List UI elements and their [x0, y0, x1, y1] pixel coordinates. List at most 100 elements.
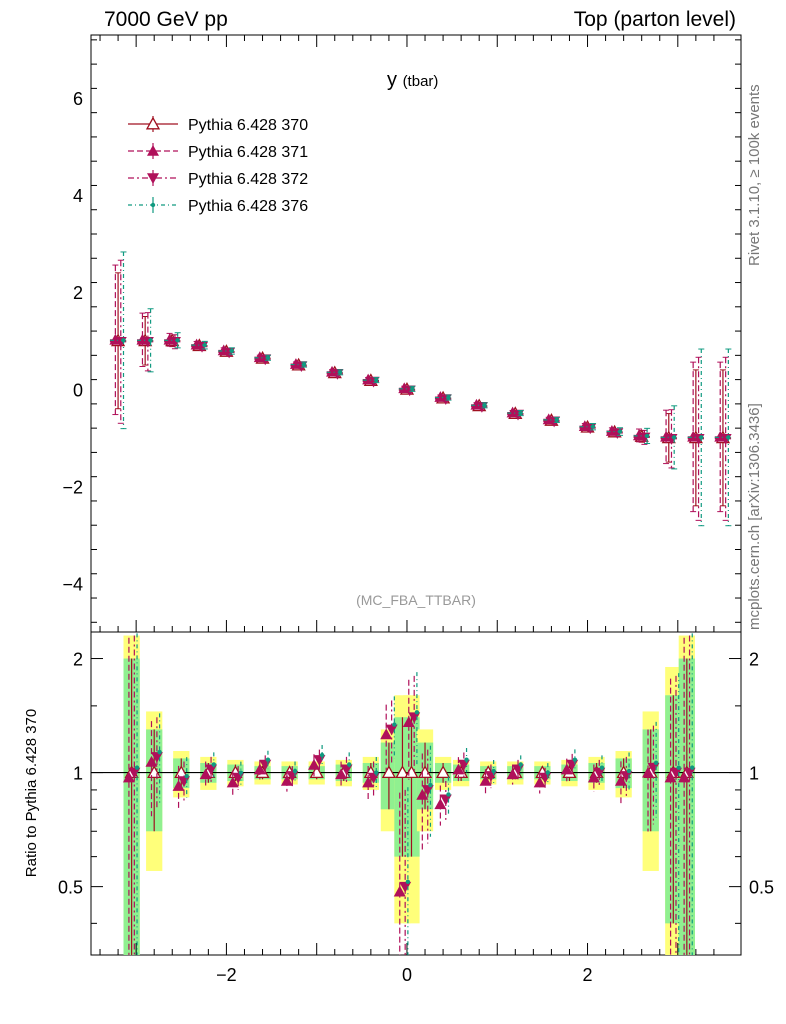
- ratio-point: [134, 765, 140, 770]
- ratio-y-tick-label: 1: [73, 764, 83, 784]
- x-tick-label: −2: [216, 965, 237, 985]
- ratio-point: [587, 771, 600, 783]
- ratio-point: [307, 758, 320, 770]
- ratio-point: [446, 792, 451, 797]
- main-y-tick-label: 6: [73, 89, 83, 109]
- main-point: [446, 395, 451, 400]
- ratio-point: [439, 794, 452, 806]
- ratio-point: [434, 798, 447, 810]
- ratio-point: [683, 767, 696, 779]
- ratio-y-tick-label: 0.5: [58, 878, 83, 898]
- ratio-point: [421, 785, 434, 796]
- main-point: [482, 403, 487, 408]
- main-point: [337, 370, 343, 375]
- ratio-point: [408, 712, 421, 724]
- ratio-point: [670, 767, 682, 779]
- legend-marker: [150, 202, 156, 208]
- main-point: [265, 355, 271, 360]
- ratio-point: [157, 749, 162, 755]
- ratio-point: [335, 768, 348, 780]
- ratio-point: [184, 773, 189, 779]
- ratio-point: [374, 770, 379, 775]
- header-right: Top (parton level): [573, 8, 736, 31]
- ratio-point: [416, 788, 429, 800]
- ratio-point: [676, 765, 681, 770]
- ratio-y-tick-label-right: 0.5: [749, 878, 774, 898]
- ratio-point: [405, 879, 411, 884]
- main-point: [410, 386, 415, 392]
- main-point: [617, 429, 623, 434]
- legend-marker: [147, 173, 159, 184]
- legend-label: Pythia 6.428 376: [188, 198, 308, 215]
- ratio-point: [653, 760, 659, 766]
- ratio-point: [642, 766, 655, 778]
- ratio-point: [479, 774, 492, 786]
- main-point: [699, 435, 704, 440]
- main-point: [590, 424, 596, 429]
- main-point: [374, 377, 379, 383]
- ratio-point: [393, 885, 406, 897]
- ratio-point: [399, 881, 412, 893]
- ratio-y-tick-label-right: 1: [749, 764, 759, 784]
- ratio-point: [614, 774, 627, 786]
- axis-ticks: −2 0 2 −4 −2 0 2 4 6 0.5 0.5 1 1 2 2: [58, 35, 774, 985]
- ratio-point: [362, 776, 375, 788]
- ratio-point: [150, 752, 163, 763]
- legend: Pythia 6.428 370 Pythia 6.428 371 Pythia 6…: [128, 116, 308, 215]
- ratio-point: [265, 757, 271, 762]
- ratio-point: [128, 767, 141, 779]
- main-marks: [109, 251, 732, 527]
- ratio-point: [518, 762, 523, 767]
- main-point: [121, 338, 126, 343]
- legend-marker: [145, 116, 161, 130]
- main-y-tick-label: −2: [62, 477, 83, 497]
- ratio-point: [238, 770, 244, 775]
- ratio-point: [690, 765, 695, 770]
- header-left: 7000 GeV pp: [104, 8, 228, 31]
- ratio-point: [599, 765, 605, 770]
- ratio-point: [435, 765, 451, 779]
- main-point: [554, 417, 560, 423]
- ratio-point: [678, 771, 691, 783]
- ratio-point: [464, 757, 469, 762]
- ratio-point: [172, 780, 185, 791]
- ratio-point: [428, 782, 433, 788]
- ratio-point: [620, 771, 633, 782]
- legend-label: Pythia 6.428 371: [188, 144, 308, 161]
- main-y-tick-label: 0: [73, 380, 83, 400]
- ratio-point: [122, 771, 135, 783]
- ratio-y-tick-label-right: 2: [749, 650, 759, 670]
- ratio-point: [346, 762, 352, 767]
- ratio-point: [199, 768, 212, 780]
- main-y-tick-label: 2: [73, 283, 83, 303]
- main-y-tick-label: 4: [73, 186, 83, 206]
- ratio-point: [572, 757, 578, 762]
- plot-title: y (tbar): [387, 69, 438, 91]
- ratio-point: [319, 752, 325, 758]
- ratio-point: [491, 768, 496, 774]
- main-point: [148, 338, 153, 343]
- main-point: [726, 435, 731, 440]
- ratio-point: [280, 774, 293, 786]
- legend-label: Pythia 6.428 372: [188, 171, 308, 188]
- ratio-point: [593, 767, 606, 779]
- ratio-point: [226, 776, 239, 788]
- ratio-point: [647, 762, 660, 774]
- ratio-point: [381, 765, 397, 779]
- legend-marker: [147, 145, 159, 156]
- ratio-point: [145, 755, 158, 767]
- main-point: [671, 435, 677, 440]
- legend-label: Pythia 6.428 370: [188, 117, 308, 134]
- ratio-point: [506, 768, 519, 780]
- ratio-point: [533, 776, 546, 788]
- ratio-point: [452, 763, 465, 775]
- main-point: [518, 410, 523, 416]
- main-y-tick-label: −4: [62, 574, 83, 594]
- analysis-watermark: (MC_FBA_TTBAR): [356, 592, 476, 608]
- main-point: [229, 348, 235, 354]
- ratio-point: [664, 771, 677, 783]
- ratio-point: [626, 768, 632, 774]
- x-tick-label: 0: [402, 965, 412, 985]
- ratio-point: [402, 716, 415, 728]
- ratio-y-tick-label: 2: [73, 650, 83, 670]
